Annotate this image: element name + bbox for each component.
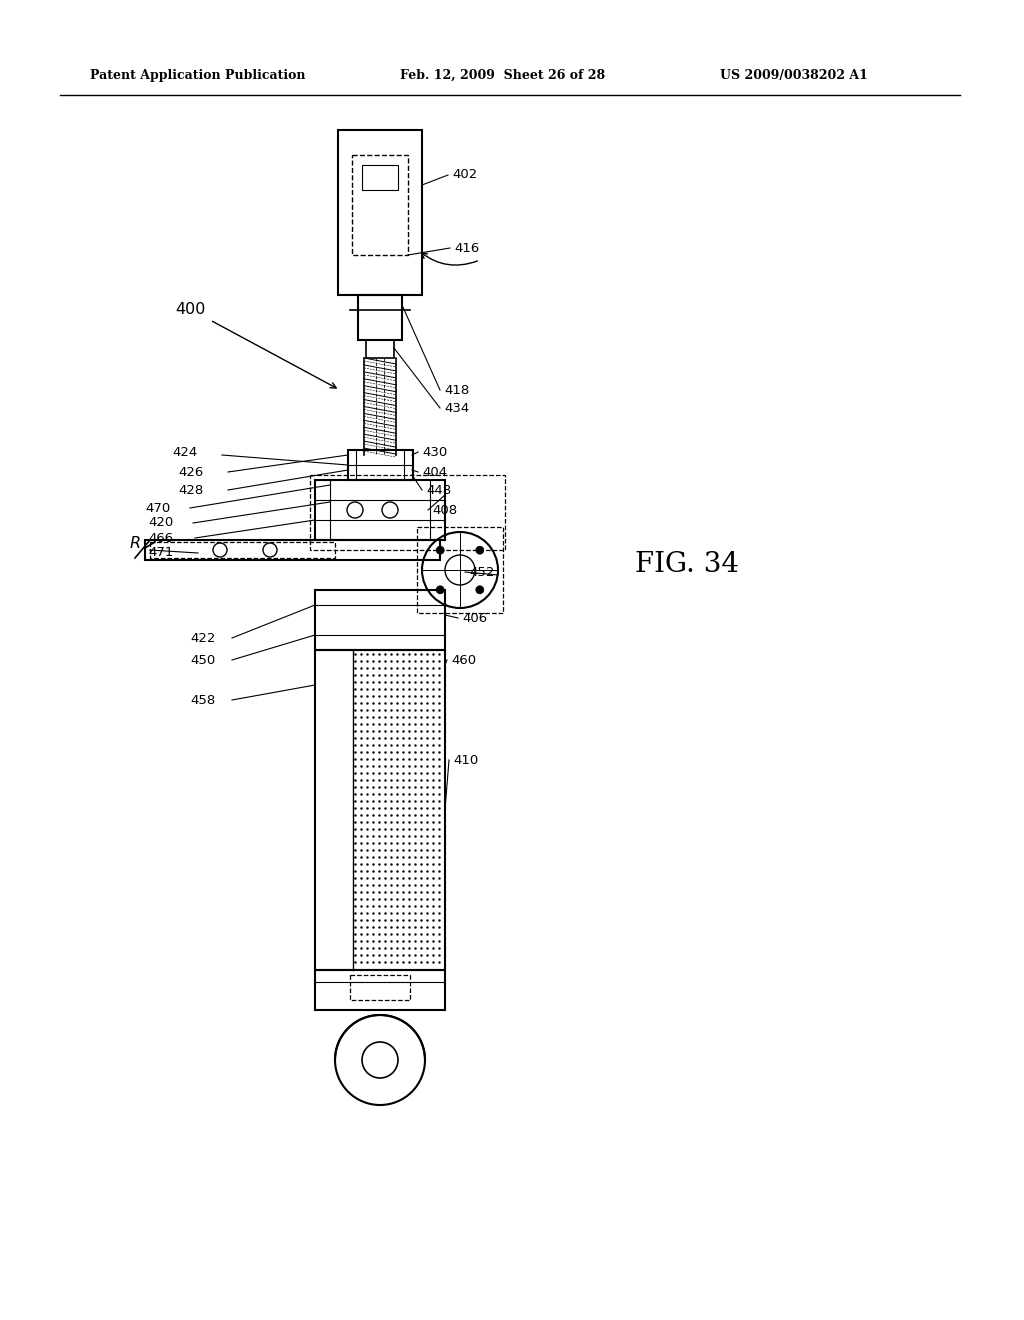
Circle shape (476, 586, 483, 594)
Text: 460: 460 (451, 653, 476, 667)
Text: 448: 448 (426, 483, 452, 496)
Text: 430: 430 (422, 446, 447, 458)
Circle shape (476, 546, 483, 554)
Text: R: R (130, 536, 141, 550)
Text: 416: 416 (454, 242, 479, 255)
Text: 420: 420 (148, 516, 173, 529)
Text: 470: 470 (145, 502, 170, 515)
Circle shape (436, 586, 444, 594)
Text: 406: 406 (462, 611, 487, 624)
Text: 458: 458 (190, 693, 215, 706)
Text: 400: 400 (175, 302, 206, 318)
Text: US 2009/0038202 A1: US 2009/0038202 A1 (720, 69, 868, 82)
Text: 424: 424 (172, 446, 198, 458)
Text: 428: 428 (178, 483, 203, 496)
Text: 402: 402 (452, 169, 477, 181)
Text: 426: 426 (178, 466, 203, 479)
Text: 418: 418 (444, 384, 469, 396)
Text: 434: 434 (444, 401, 469, 414)
Text: 422: 422 (190, 631, 215, 644)
Circle shape (436, 546, 444, 554)
Text: Feb. 12, 2009  Sheet 26 of 28: Feb. 12, 2009 Sheet 26 of 28 (400, 69, 605, 82)
Text: 404: 404 (422, 466, 447, 479)
Text: 450: 450 (190, 653, 215, 667)
Text: 466: 466 (148, 532, 173, 544)
Text: Patent Application Publication: Patent Application Publication (90, 69, 305, 82)
Text: 410: 410 (453, 754, 478, 767)
Text: 408: 408 (432, 503, 457, 516)
Text: 452: 452 (469, 565, 495, 578)
Text: 471: 471 (148, 546, 173, 560)
Text: FIG. 34: FIG. 34 (635, 552, 739, 578)
